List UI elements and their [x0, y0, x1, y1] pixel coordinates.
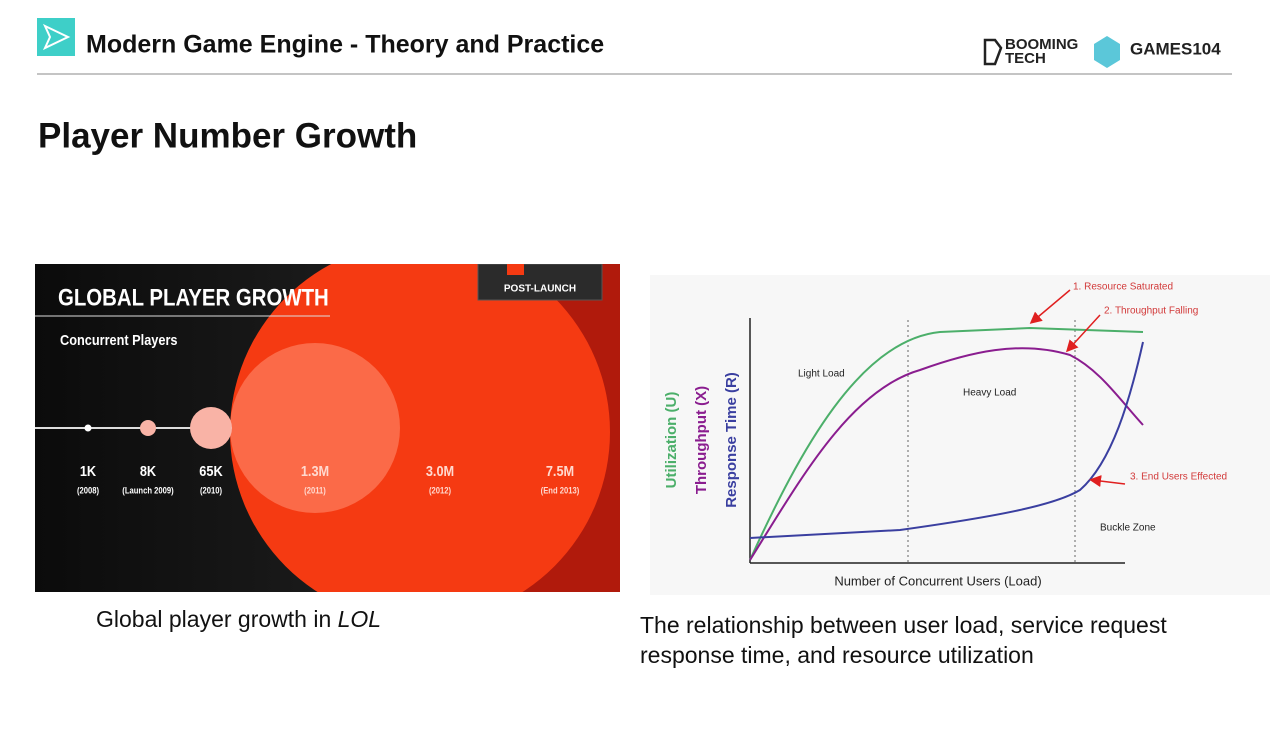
y-axis-label: Utilization (U) [663, 392, 680, 489]
utilization-curve [749, 326, 1144, 561]
annotation: 2. Throughput Falling [1104, 306, 1198, 317]
milestone-count: 1K [80, 462, 96, 479]
milestone-date: (Launch 2009) [122, 485, 174, 496]
right-caption: The relationship between user load, serv… [640, 612, 1167, 668]
milestone-count: 7.5M [546, 462, 574, 479]
milestone-count: 65K [199, 462, 222, 479]
player-growth-image: POST-LAUNCH GLOBAL PLAYER GROWTH Concurr… [35, 264, 620, 592]
y-axis-label: Throughput (X) [693, 386, 710, 494]
image-title: GLOBAL PLAYER GROWTH [58, 284, 329, 311]
zone-label: Buckle Zone [1100, 523, 1156, 534]
logo-glyph [42, 23, 71, 51]
diagram-bg [650, 275, 1270, 595]
arrow [1065, 314, 1101, 353]
bubble-65k [190, 407, 232, 449]
logo-booming: BOOMING [1005, 36, 1078, 53]
badge-text: POST-LAUNCH [504, 284, 576, 295]
badge-marker [507, 264, 524, 275]
logo-tech: TECH [1005, 50, 1046, 67]
response-curve [749, 341, 1144, 539]
slide-title: Player Number Growth [38, 116, 417, 155]
course-title: Modern Game Engine - Theory and Practice [86, 31, 604, 59]
bubble-1k [84, 424, 92, 432]
left-caption: Global player growth in LOL [96, 604, 381, 634]
badge-box [477, 264, 603, 301]
logo-games: GAMES104 [1130, 39, 1221, 58]
milestone-date: (2010) [200, 485, 222, 496]
milestone-date: (2008) [77, 485, 99, 496]
bubble-8k [140, 420, 156, 436]
logo-cube [1094, 36, 1120, 68]
zone-label: Light Load [798, 369, 845, 380]
arrow [1029, 289, 1071, 324]
image-subtitle: Concurrent Players [60, 331, 178, 348]
throughput-curve [749, 347, 1144, 561]
milestone-date: (2012) [429, 485, 451, 496]
milestone-count: 3.0M [426, 462, 454, 479]
arrow [1089, 475, 1126, 488]
x-axis-label: Number of Concurrent Users (Load) [834, 573, 1041, 588]
milestone-count: 8K [140, 462, 156, 479]
annotation: 1. Resource Saturated [1073, 282, 1173, 293]
caption-em: LOL [337, 606, 382, 632]
caption-text: Global player growth in [96, 606, 332, 632]
zone-label: Heavy Load [963, 388, 1016, 399]
logo-b [983, 38, 1003, 66]
y-axis-label: Response Time (R) [723, 372, 740, 508]
milestone-date: (2011) [304, 485, 326, 496]
milestone-date: (End 2013) [541, 485, 580, 496]
milestone-labels: 1K (2008) 8K (Launch 2009) 65K (2010) 1.3M (201… [77, 462, 580, 496]
bubble-1-3m [230, 343, 400, 513]
annotation: 3. End Users Effected [1130, 472, 1227, 483]
milestone-count: 1.3M [301, 462, 329, 479]
